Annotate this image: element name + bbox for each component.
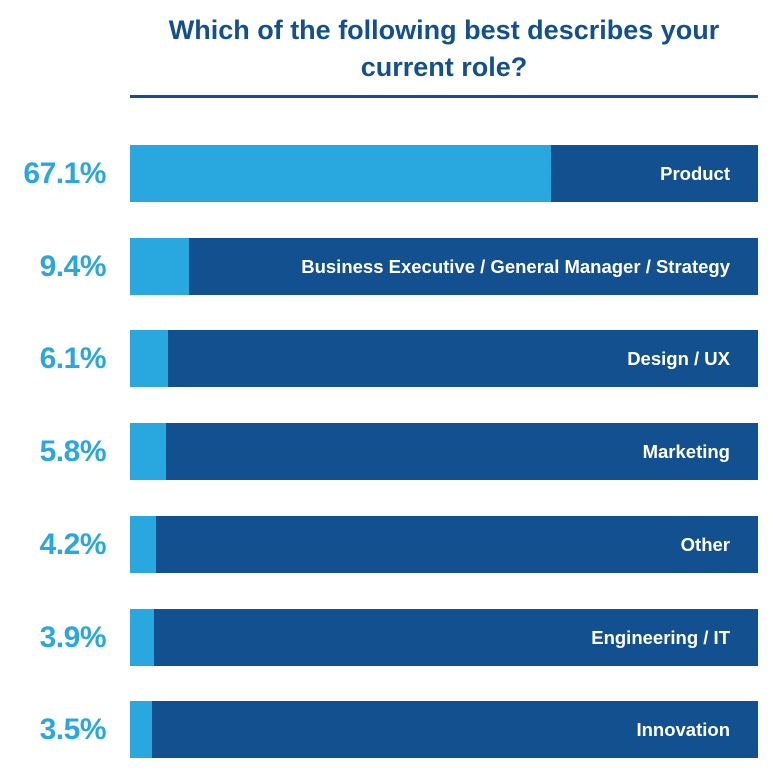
category-label: Engineering / IT	[591, 627, 730, 648]
category-label: Innovation	[636, 719, 730, 740]
percent-label: 3.5%	[39, 713, 107, 746]
bar-fill	[130, 609, 155, 666]
bar-track: Innovation	[130, 701, 758, 758]
bar-fill	[130, 423, 167, 480]
bar-row: 6.1% Design / UX	[0, 330, 773, 387]
bar-fill	[130, 145, 552, 202]
bar-track: Engineering / IT	[130, 609, 758, 666]
bar-track: Other	[130, 516, 758, 573]
chart-title: Which of the following best describes yo…	[168, 15, 720, 82]
bar-row: 5.8% Marketing	[0, 423, 773, 480]
title-divider	[130, 95, 758, 98]
bar-row: 4.2% Other	[0, 516, 773, 573]
category-label: Other	[680, 534, 730, 555]
bar-row: 3.5% Innovation	[0, 701, 773, 758]
bar-row: 9.4% Business Executive / General Manager…	[0, 238, 773, 295]
bar-track: Business Executive / General Manager / S…	[130, 238, 758, 295]
bar-fill	[130, 238, 190, 295]
percent-label: 3.9%	[39, 621, 107, 654]
category-label: Product	[660, 163, 730, 184]
bar-track: Design / UX	[130, 330, 758, 387]
percent-label: 5.8%	[39, 435, 107, 468]
bar-track: Product	[130, 145, 758, 202]
percent-label: 6.1%	[39, 342, 107, 375]
bar-fill	[130, 516, 157, 573]
bar-row: 67.1% Product	[0, 145, 773, 202]
percent-label: 4.2%	[39, 528, 107, 561]
category-label: Design / UX	[627, 348, 730, 369]
bar-row: 3.9% Engineering / IT	[0, 609, 773, 666]
bar-fill	[130, 330, 169, 387]
category-label: Marketing	[642, 441, 730, 462]
bar-fill	[130, 701, 152, 758]
percent-label: 67.1%	[23, 157, 106, 190]
bar-track: Marketing	[130, 423, 758, 480]
percent-label: 9.4%	[39, 250, 107, 283]
category-label: Business Executive / General Manager / S…	[301, 256, 730, 277]
